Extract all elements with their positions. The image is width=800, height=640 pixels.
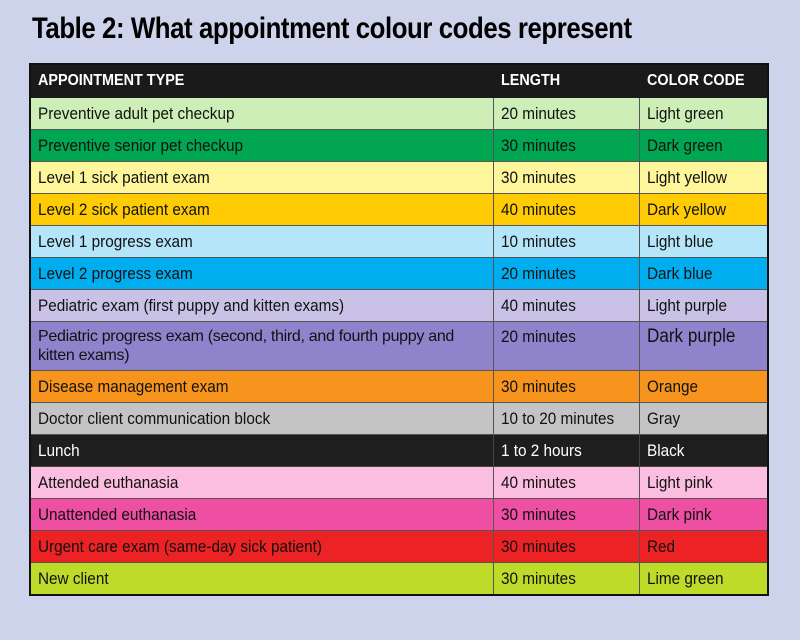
length-cell: 30 minutes (492, 129, 640, 162)
length-cell: 30 minutes (492, 530, 640, 563)
appointment-type-cell: Attended euthanasia (29, 466, 494, 499)
color-code-cell: Light yellow (638, 161, 769, 194)
length-cell: 20 minutes (492, 97, 640, 130)
color-code-cell: Dark pink (638, 498, 769, 531)
table-row: Preventive senior pet checkup 30 minutes… (29, 129, 769, 162)
color-code-cell: Gray (638, 402, 769, 435)
color-code-cell: Light purple (638, 289, 769, 322)
color-code-cell: Dark purple (638, 321, 769, 371)
length-cell: 30 minutes (492, 562, 640, 596)
length-cell: 10 minutes (492, 225, 640, 258)
length-cell: 40 minutes (492, 193, 640, 226)
color-code-cell: Orange (638, 370, 769, 403)
table-row: Attended euthanasia 40 minutes Light pin… (29, 466, 769, 499)
header-appointment-type: APPOINTMENT TYPE (29, 63, 494, 98)
length-cell: 40 minutes (492, 289, 640, 322)
length-cell: 40 minutes (492, 466, 640, 499)
table-row: New client 30 minutes Lime green (29, 562, 769, 596)
appointment-type-cell: Level 1 sick patient exam (29, 161, 494, 194)
table-row: Level 1 progress exam 10 minutes Light b… (29, 225, 769, 258)
appointment-type-cell: Disease management exam (29, 370, 494, 403)
header-color-code: COLOR CODE (638, 63, 769, 98)
table-row: Urgent care exam (same-day sick patient)… (29, 530, 769, 563)
length-cell: 20 minutes (492, 257, 640, 290)
appointment-type-cell: Pediatric exam (first puppy and kitten e… (29, 289, 494, 322)
table-row: Doctor client communication block 10 to … (29, 402, 769, 435)
length-cell: 10 to 20 minutes (492, 402, 640, 435)
length-cell: 30 minutes (492, 498, 640, 531)
length-cell: 30 minutes (492, 370, 640, 403)
table-row: Level 1 sick patient exam 30 minutes Lig… (29, 161, 769, 194)
page-title: Table 2: What appointment colour codes r… (32, 12, 632, 45)
table-row: Lunch 1 to 2 hours Black (29, 434, 769, 467)
appointment-type-cell: Doctor client communication block (29, 402, 494, 435)
table-row: Unattended euthanasia 30 minutes Dark pi… (29, 498, 769, 531)
appointment-type-cell: Level 1 progress exam (29, 225, 494, 258)
color-code-cell: Red (638, 530, 769, 563)
color-code-cell: Lime green (638, 562, 769, 596)
appointment-table: APPOINTMENT TYPE LENGTH COLOR CODE Preve… (29, 63, 769, 596)
table-header-row: APPOINTMENT TYPE LENGTH COLOR CODE (29, 63, 769, 98)
table-row: Pediatric exam (first puppy and kitten e… (29, 289, 769, 322)
header-length: LENGTH (492, 63, 640, 98)
color-code-cell: Light green (638, 97, 769, 130)
appointment-type-cell: Urgent care exam (same-day sick patient) (29, 530, 494, 563)
appointment-type-cell: Lunch (29, 434, 494, 467)
appointment-type-cell: Level 2 sick patient exam (29, 193, 494, 226)
appointment-type-cell: Pediatric progress exam (second, third, … (29, 321, 494, 371)
table-row: Disease management exam 30 minutes Orang… (29, 370, 769, 403)
color-code-cell: Black (638, 434, 769, 467)
color-code-cell: Dark green (638, 129, 769, 162)
length-cell: 1 to 2 hours (492, 434, 640, 467)
appointment-type-cell: New client (29, 562, 494, 596)
table-row: Preventive adult pet checkup 20 minutes … (29, 97, 769, 130)
color-code-cell: Dark blue (638, 257, 769, 290)
appointment-type-cell: Preventive adult pet checkup (29, 97, 494, 130)
length-cell: 30 minutes (492, 161, 640, 194)
table-row: Level 2 progress exam 20 minutes Dark bl… (29, 257, 769, 290)
table-row: Level 2 sick patient exam 40 minutes Dar… (29, 193, 769, 226)
appointment-type-cell: Unattended euthanasia (29, 498, 494, 531)
color-code-cell: Light blue (638, 225, 769, 258)
appointment-type-cell: Preventive senior pet checkup (29, 129, 494, 162)
color-code-cell: Light pink (638, 466, 769, 499)
length-cell: 20 minutes (492, 321, 640, 371)
table-row: Pediatric progress exam (second, third, … (29, 321, 769, 371)
color-code-cell: Dark yellow (638, 193, 769, 226)
appointment-type-cell: Level 2 progress exam (29, 257, 494, 290)
